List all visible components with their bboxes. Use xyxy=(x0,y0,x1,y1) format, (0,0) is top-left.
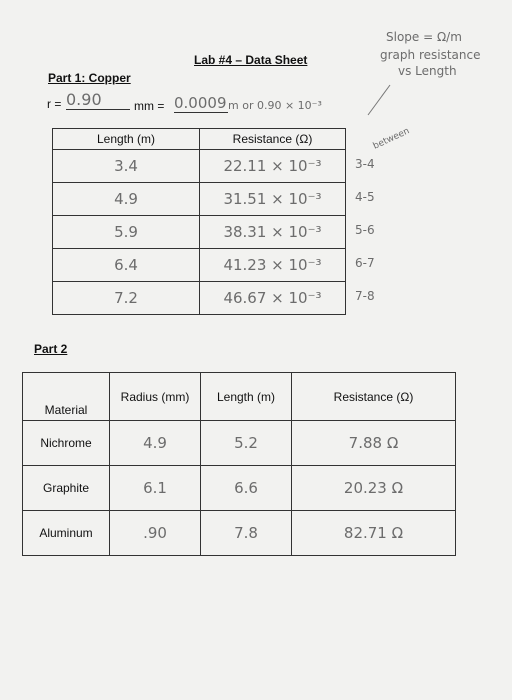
cell: 6.4 xyxy=(52,248,200,282)
cell: 38.31 × 10⁻³ xyxy=(199,215,346,249)
cell: 22.11 × 10⁻³ xyxy=(199,149,346,183)
cell: Aluminum xyxy=(22,510,110,556)
header-cell: Resistance (Ω) xyxy=(199,128,346,150)
cell: 3.4 xyxy=(52,149,200,183)
row: 5.9 38.31 × 10⁻³ xyxy=(52,215,346,249)
row: 3.4 22.11 × 10⁻³ xyxy=(52,149,346,183)
cell: 20.23 Ω xyxy=(291,465,456,511)
note: Slope = Ω/m xyxy=(386,30,462,44)
title: Lab #4 – Data Sheet xyxy=(194,53,308,67)
note: vs Length xyxy=(398,64,457,78)
cell: Graphite xyxy=(22,465,110,511)
label: r = xyxy=(47,97,62,111)
cell: 4.9 xyxy=(109,420,201,466)
cell: 31.51 × 10⁻³ xyxy=(199,182,346,216)
part-heading: Part 1: Copper xyxy=(48,71,131,85)
header-cell: Radius (mm) xyxy=(109,372,201,421)
row: Aluminum .90 7.8 82.71 Ω xyxy=(22,510,456,556)
cell: .90 xyxy=(109,510,201,556)
side-note: 6-7 xyxy=(355,256,375,270)
cell: 7.88 Ω xyxy=(291,420,456,466)
note: graph resistance xyxy=(380,48,481,62)
row: 6.4 41.23 × 10⁻³ xyxy=(52,248,346,282)
cell: 6.1 xyxy=(109,465,201,511)
row: 7.2 46.67 × 10⁻³ xyxy=(52,281,346,315)
part-heading: Part 2 xyxy=(34,342,68,356)
header-cell: Length (m) xyxy=(200,372,292,421)
row: Nichrome 4.9 5.2 7.88 Ω xyxy=(22,420,456,466)
table: Length (m) Resistance (Ω) 3.4 22.11 × 10⁻³… xyxy=(52,128,346,315)
cell: 7.2 xyxy=(52,281,200,315)
cell: 41.23 × 10⁻³ xyxy=(199,248,346,282)
cell: 82.71 Ω xyxy=(291,510,456,556)
header-cell: Material xyxy=(22,372,110,421)
header-cell: Length (m) xyxy=(52,128,200,150)
cell: 46.67 × 10⁻³ xyxy=(199,281,346,315)
radius-value: 0.90 xyxy=(66,90,130,110)
cell: 5.9 xyxy=(52,215,200,249)
header-row: Material Radius (mm) Length (m) Resistance … xyxy=(22,372,456,421)
side-note: 5-6 xyxy=(355,223,375,237)
table: Material Radius (mm) Length (m) Resistance … xyxy=(22,372,456,556)
side-note: 4-5 xyxy=(355,190,375,204)
meters-value: 0.0009 xyxy=(174,94,228,113)
cell: 4.9 xyxy=(52,182,200,216)
header-cell: Resistance (Ω) xyxy=(291,372,456,421)
cell: 5.2 xyxy=(200,420,292,466)
meters-note: m or 0.90 × 10⁻³ xyxy=(228,99,322,112)
row: 4.9 31.51 × 10⁻³ xyxy=(52,182,346,216)
side-label: between xyxy=(371,126,412,152)
side-note: 7-8 xyxy=(355,289,375,303)
cell: 6.6 xyxy=(200,465,292,511)
slash xyxy=(367,84,391,116)
label: mm = xyxy=(134,99,165,113)
side-note: 3-4 xyxy=(355,157,375,171)
cell: 7.8 xyxy=(200,510,292,556)
cell: Nichrome xyxy=(22,420,110,466)
row: Graphite 6.1 6.6 20.23 Ω xyxy=(22,465,456,511)
